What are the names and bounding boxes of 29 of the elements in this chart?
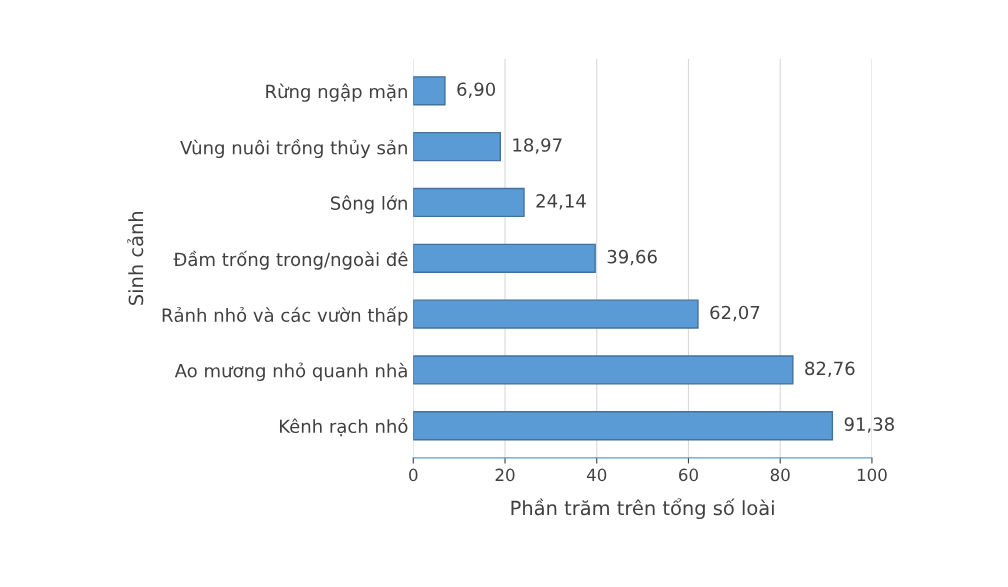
bar [413,355,794,385]
data-label: 18,97 [513,138,562,154]
y-tick-label: Rảnh nhỏ và các vườn thấp [162,306,408,326]
bar [413,131,501,162]
bar [413,299,699,329]
data-label: 91,38 [844,417,894,433]
x-tick-label: 0 [409,468,418,482]
data-label: 6,90 [457,82,496,98]
bar [413,411,834,441]
x-tick-label: 40 [586,468,607,482]
y-tick-label: Vùng nuôi trồng thủy sản [180,139,407,159]
x-axis-title: Phần trăm trên tổng số loài [511,498,774,520]
x-tick-label: 20 [495,468,515,482]
x-tick-label: 100 [857,468,887,482]
bar [413,76,446,106]
bar [413,243,596,273]
y-tick-label: Sông lớn [330,195,407,214]
bar [413,187,525,218]
y-tick-label: Rừng ngập mặn [266,83,407,102]
data-label: 24,14 [536,194,586,210]
y-tick-label: Đầm trống trong/ngoài đê [173,250,408,270]
data-label: 39,66 [607,249,657,266]
y-axis-title: Sinh cảnh [127,212,144,305]
y-tick-label: Kênh rạch nhỏ [279,418,408,437]
x-tick-label: 60 [679,468,698,482]
data-label: 62,07 [710,305,760,322]
y-tick-label: Ao mương nhỏ quanh nhà [174,362,407,381]
data-label: 82,76 [805,361,855,378]
x-tick-label: 80 [770,468,790,482]
